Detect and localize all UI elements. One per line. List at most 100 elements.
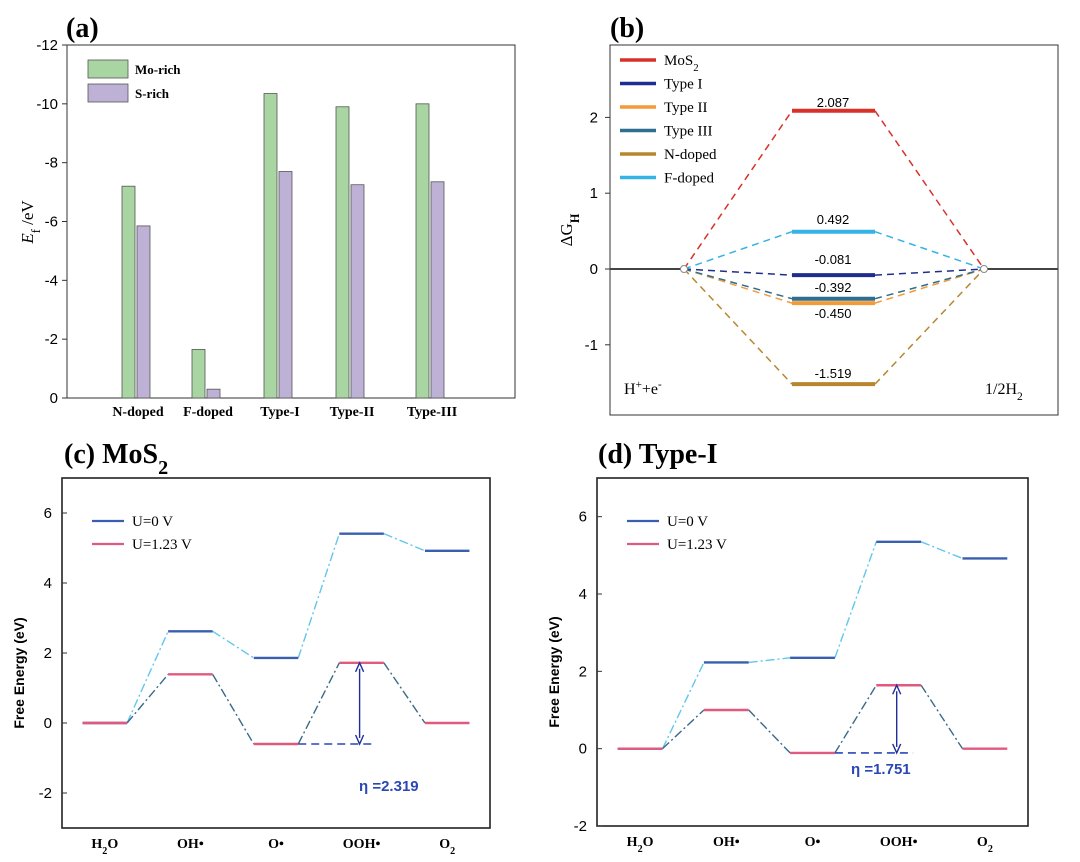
y-axis-label-c: Free Energy (eV) — [11, 617, 27, 728]
connector-U=1.23 V — [297, 662, 340, 745]
connector-U=0 V — [383, 533, 426, 552]
x-category-label-a: Type-II — [330, 405, 375, 420]
plot-frame-c — [61, 477, 491, 829]
y-tick-label-a: -6 — [45, 214, 58, 231]
value-label-Type I: -0.081 — [815, 252, 852, 267]
x-category-label-a: Type-I — [260, 405, 299, 420]
node-left — [680, 265, 688, 273]
bar-Mo-rich-F-doped — [191, 349, 206, 399]
eta-arrow-head-top-c — [354, 661, 365, 673]
x-category-label-d: H2O — [627, 835, 654, 855]
y-tick-label-c: 2 — [44, 645, 52, 662]
left-state-label: H++e- — [624, 379, 662, 398]
plot-frame-b — [609, 44, 1059, 416]
panel-label-a: (a) — [66, 13, 99, 44]
y-axis-label-a: Ef /eV — [18, 200, 43, 245]
legend-label-d: U=1.23 V — [667, 537, 727, 553]
connector-U=1.23 V — [920, 684, 964, 750]
y-tick-label-a: -8 — [45, 155, 58, 172]
panel-b: (b) -1 0 1 2 ΔGH 2.087 -0.081 -0.450 -0.392 -1.519… — [557, 13, 1059, 416]
y-axis-label-b: ΔGH — [557, 213, 582, 246]
x-category-label-c: O2 — [439, 837, 455, 857]
connector-U=0 V — [126, 631, 169, 724]
bar-Mo-rich-Type-I — [263, 93, 278, 399]
x-category-label-a: N-doped — [112, 405, 164, 420]
legend-label-b: MoS2 — [664, 53, 699, 74]
legend-label-b: F-doped — [664, 171, 714, 187]
connector-right-F-doped — [874, 230, 985, 270]
legend-label-c: U=0 V — [132, 514, 173, 530]
y-tick-label-c: 0 — [44, 715, 52, 732]
x-category-label-c: OH• — [177, 837, 204, 852]
panel-a: (a) 0 -2 -4 -6 -8 -10 -12 Ef /eV N-doped F-doped Ty… — [18, 13, 516, 420]
connector-U=0 V — [212, 630, 255, 659]
connector-right-MoS₂ — [874, 110, 985, 270]
legend-label-b: N-doped — [664, 147, 717, 163]
y-tick-label-d: 2 — [579, 663, 587, 680]
connector-left-N-doped — [683, 268, 793, 385]
connector-U=1.23 V — [383, 662, 426, 724]
connector-left-MoS₂ — [683, 110, 793, 270]
x-category-label-d: O• — [805, 835, 821, 850]
y-tick-label-c: 4 — [44, 575, 52, 592]
y-tick-label-c: -2 — [39, 785, 52, 802]
connector-U=0 V — [661, 662, 705, 749]
right-state-label: 1/2H2 — [985, 381, 1023, 403]
y-tick-label-d: 4 — [579, 586, 587, 603]
connector-U=1.23 V — [834, 684, 877, 754]
legend-swatch-a — [87, 59, 129, 79]
connector-U=0 V — [297, 533, 341, 659]
y-tick-label-b: -1 — [585, 337, 598, 354]
connector-U=0 V — [748, 657, 791, 664]
x-category-label-c: O• — [268, 837, 284, 852]
connector-U=0 V — [834, 541, 877, 659]
eta-label-c: η =2.319 — [359, 778, 419, 795]
connector-U=1.23 V — [748, 709, 791, 754]
x-category-label-a: F-doped — [183, 405, 233, 420]
connector-right-Type III — [874, 268, 985, 300]
x-category-label-d: OH• — [713, 835, 740, 850]
value-label-Type II: -0.450 — [815, 306, 852, 321]
y-tick-label-a: -12 — [36, 37, 58, 54]
x-category-label-c: OOH• — [343, 837, 381, 852]
y-tick-label-a: -2 — [45, 331, 58, 348]
panel-c: (c) MoS2 -2 0 2 4 6 Free Energy (eV) η =2.319 H2… — [11, 439, 491, 857]
legend-label-b: Type I — [664, 77, 703, 93]
x-category-label-a: Type-III — [407, 405, 457, 420]
connector-left-Type I — [683, 268, 793, 276]
bar-Mo-rich-Type-III — [415, 103, 430, 399]
value-label-F-doped: 0.492 — [817, 212, 850, 227]
legend-swatch-a — [87, 83, 129, 103]
node-right — [980, 265, 988, 273]
legend-label-a: S-rich — [135, 86, 170, 101]
connector-left-Type III — [683, 268, 793, 300]
y-tick-label-a: -10 — [36, 96, 58, 113]
value-label-MoS₂: 2.087 — [817, 95, 850, 110]
bar-S-rich-F-doped — [206, 388, 221, 399]
connector-U=0 V — [920, 541, 963, 560]
value-label-Type III: -0.392 — [815, 280, 852, 295]
legend-label-d: U=0 V — [667, 514, 708, 530]
connector-right-Type I — [874, 268, 985, 276]
legend-label-b: Type II — [664, 100, 708, 116]
y-axis-label-d: Free Energy (eV) — [546, 616, 562, 727]
x-category-label-c: H2O — [91, 837, 118, 857]
y-tick-label-d: 0 — [579, 741, 587, 758]
bar-S-rich-Type-I — [278, 171, 293, 399]
panel-title-c: (c) MoS2 — [64, 439, 168, 479]
plot-frame-d — [596, 477, 1029, 827]
y-tick-label-a: -4 — [45, 272, 58, 289]
eta-label-d: η =1.751 — [851, 761, 911, 778]
connector-left-F-doped — [683, 230, 793, 270]
bar-S-rich-Type-III — [430, 181, 445, 399]
y-tick-label-c: 6 — [44, 505, 52, 522]
connector-U=1.23 V — [126, 673, 169, 724]
x-category-label-d: OOH• — [880, 835, 918, 850]
y-tick-label-b: 2 — [590, 109, 598, 126]
legend-label-b: Type III — [664, 124, 713, 140]
legend-label-c: U=1.23 V — [132, 537, 192, 553]
bar-Mo-rich-Type-II — [335, 106, 350, 399]
legend-label-a: Mo-rich — [135, 62, 181, 77]
value-label-N-doped: -1.519 — [815, 366, 852, 381]
eta-arrow-head-bottom-d — [892, 743, 902, 755]
